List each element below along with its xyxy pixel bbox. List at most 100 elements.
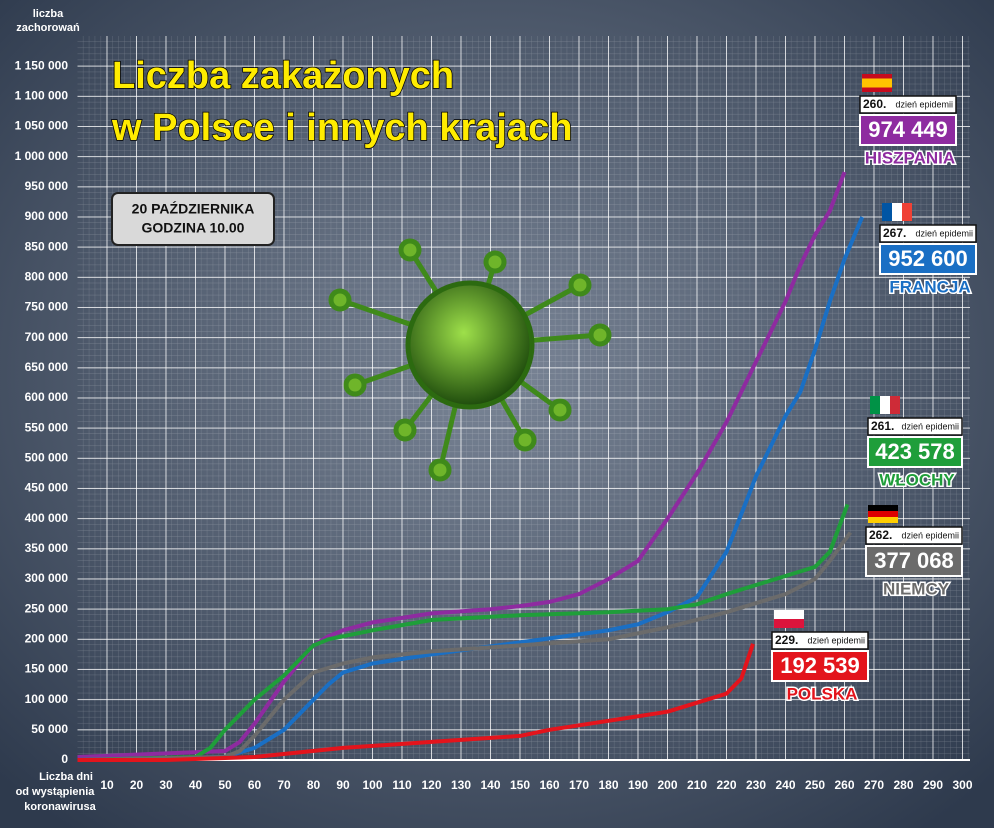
day-box [865, 526, 963, 545]
series-annotation: 261. dzień epidemii 423 578 WŁOCHY [867, 396, 963, 491]
day-text: dzień epidemii [807, 635, 865, 645]
day-number: 229. [775, 633, 798, 647]
date-box [111, 192, 275, 246]
total-box [859, 114, 957, 146]
total-value: 952 600 [888, 246, 968, 271]
y-axis-label: zachorowań [16, 22, 80, 34]
y-tick-label: 1 100 000 [15, 89, 69, 103]
x-tick-label: 70 [277, 778, 291, 792]
country-name: NIEMCY [883, 579, 950, 598]
x-tick-label: 30 [159, 778, 173, 792]
y-tick-label: 1 050 000 [15, 119, 69, 133]
x-tick-label: 50 [218, 778, 232, 792]
y-tick-label: 300 000 [25, 571, 69, 585]
y-tick-label: 900 000 [25, 209, 69, 223]
x-tick-label: 120 [421, 778, 441, 792]
date-text: GODZINA 10.00 [142, 220, 245, 236]
flag-stripe [774, 619, 804, 628]
day-text: dzień epidemii [915, 228, 973, 238]
y-tick-label: 500 000 [25, 451, 69, 465]
y-tick-label: 50 000 [31, 722, 68, 736]
flag-stripe [882, 203, 892, 221]
series-annotation: 229. dzień epidemii 192 539 POLSKA [771, 610, 869, 705]
x-tick-label: 140 [480, 778, 500, 792]
y-axis-label: liczba [33, 8, 64, 20]
x-tick-label: 270 [864, 778, 884, 792]
y-tick-label: 0 [61, 752, 68, 766]
y-tick-label: 1 000 000 [15, 149, 69, 163]
y-tick-label: 200 000 [25, 632, 69, 646]
country-name: FRANCJA [889, 277, 970, 296]
x-tick-label: 110 [392, 778, 412, 792]
day-text: dzień epidemii [895, 99, 953, 109]
y-tick-label: 700 000 [25, 330, 69, 344]
total-value: 974 449 [868, 117, 948, 142]
total-box [867, 436, 963, 468]
y-tick-label: 250 000 [25, 601, 69, 615]
flag-stripe [902, 203, 912, 221]
total-box [771, 650, 869, 682]
x-axis-label: koronawirusa [24, 801, 96, 813]
series-line [77, 216, 865, 762]
x-tick-label: 150 [510, 778, 530, 792]
x-tick-label: 20 [130, 778, 144, 792]
title-line: w Polsce i innych krajach [111, 107, 572, 149]
y-tick-label: 550 000 [25, 420, 69, 434]
day-box [879, 224, 977, 243]
flag-stripe [868, 517, 898, 523]
y-tick-label: 800 000 [25, 270, 69, 284]
y-tick-label: 850 000 [25, 239, 69, 253]
series-annotation: 260. dzień epidemii 974 449 HISZPANIA [859, 74, 957, 169]
x-tick-label: 180 [598, 778, 618, 792]
date-text: 20 PAŹDZIERNIKA [132, 201, 255, 217]
x-tick-label: 280 [893, 778, 913, 792]
flag-stripe [862, 74, 892, 79]
x-tick-label: 220 [716, 778, 736, 792]
total-value: 377 068 [874, 548, 954, 573]
x-tick-label: 130 [451, 778, 471, 792]
x-tick-label: 240 [775, 778, 795, 792]
total-box [879, 243, 977, 275]
series-line [77, 531, 853, 762]
x-tick-label: 260 [834, 778, 854, 792]
flag-stripe [868, 511, 898, 517]
x-tick-label: 300 [952, 778, 972, 792]
x-axis-label: Liczba dni [39, 771, 93, 783]
title-line: Liczba zakażonych [112, 55, 454, 97]
total-box [865, 545, 963, 577]
flag-stripe [862, 87, 892, 92]
x-tick-label: 10 [100, 778, 114, 792]
day-text: dzień epidemii [901, 530, 959, 540]
x-tick-label: 200 [657, 778, 677, 792]
country-name: WŁOCHY [879, 470, 955, 489]
x-tick-label: 80 [307, 778, 321, 792]
x-axis-label: od wystąpienia [16, 786, 96, 798]
country-name: POLSKA [787, 684, 858, 703]
chart-title: Liczba zakażonych w Polsce i innych kraj… [110, 54, 573, 150]
flag-stripe [892, 203, 902, 221]
series-annotation: 262. dzień epidemii 377 068 NIEMCY [865, 505, 963, 600]
y-tick-label: 1 150 000 [15, 58, 69, 72]
y-tick-label: 450 000 [25, 481, 69, 495]
x-tick-label: 230 [746, 778, 766, 792]
day-number: 261. [871, 419, 894, 433]
x-tick-label: 290 [923, 778, 943, 792]
x-tick-label: 190 [628, 778, 648, 792]
x-tick-label: 40 [189, 778, 203, 792]
flag-stripe [890, 396, 900, 414]
flag-stripe [868, 505, 898, 511]
y-tick-label: 950 000 [25, 179, 69, 193]
x-tick-label: 160 [539, 778, 559, 792]
series-line [77, 503, 850, 762]
virus-illustration [328, 238, 612, 482]
day-number: 262. [869, 528, 892, 542]
flag-stripe [862, 78, 892, 88]
y-tick-label: 100 000 [25, 692, 69, 706]
y-tick-label: 350 000 [25, 541, 69, 555]
day-number: 260. [863, 97, 886, 111]
y-tick-label: 650 000 [25, 360, 69, 374]
flag-stripe [880, 396, 890, 414]
total-value: 423 578 [875, 439, 955, 464]
flag-stripe [870, 396, 880, 414]
